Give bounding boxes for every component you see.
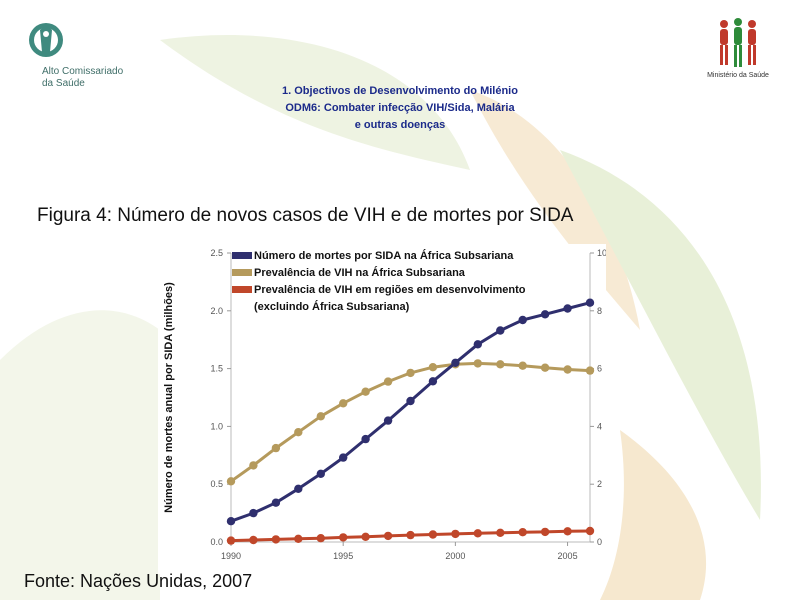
series-1-point <box>226 477 236 486</box>
series-2-point <box>361 532 370 541</box>
series-0-point <box>383 416 393 425</box>
legend-swatch-0 <box>232 252 252 259</box>
series-2-point <box>585 526 595 536</box>
chart-svg: 0.0 0.5 1.0 1.5 2.0 2.5 0 2 4 6 8 10 1990 1995 2000 200… <box>158 244 629 574</box>
series-1-point <box>428 363 438 372</box>
series-0-point <box>496 326 505 335</box>
y-axis-label: Número de mortes anual por SIDA (milhões… <box>163 282 175 513</box>
source-note: Fonte: Nações Unidas, 2007 <box>24 571 253 591</box>
series-2-point <box>428 530 438 539</box>
legend-label-2-line2: (excluindo África Subsariana) <box>254 300 410 313</box>
series-0-point <box>563 304 572 313</box>
series-1-point <box>540 363 550 372</box>
y2-tick-label: 10 <box>597 248 606 258</box>
legend-swatch-1 <box>232 269 252 276</box>
series-2-point <box>563 527 572 536</box>
y2-tick-label: 6 <box>597 364 602 374</box>
series-0-point <box>361 434 370 444</box>
series-0-point <box>339 453 348 462</box>
y2-tick-label: 8 <box>597 306 602 316</box>
logo-left-line1: Alto Comissariado <box>42 66 124 77</box>
series-0-point <box>406 396 415 406</box>
logo-left-line2: da Saúde <box>42 78 85 89</box>
series-0-point <box>428 377 438 386</box>
series-1-point <box>294 428 303 437</box>
series-1-point <box>316 412 325 421</box>
series-1-point <box>496 360 505 369</box>
legend-label-0: Número de mortes por SIDA na África Subs… <box>254 249 514 262</box>
series-0-point <box>518 315 527 325</box>
legend-label-1: Prevalência de VIH na África Subsariana <box>254 266 466 279</box>
header-line-1: 1. Objectivos de Desenvolvimento do Milé… <box>282 85 518 97</box>
header-line-3: e outras doenças <box>354 119 446 131</box>
y2-tick-label: 4 <box>597 421 602 431</box>
series-0-point <box>249 508 258 518</box>
series-0-point <box>473 340 482 349</box>
y-tick-label: 1.5 <box>210 364 223 374</box>
hiv-chart: 0.0 0.5 1.0 1.5 2.0 2.5 0 2 4 6 8 10 1990 1995 2000 200… <box>158 244 629 574</box>
series-2-point <box>249 535 258 545</box>
alto-comissariado-text: Alto Comissariado da Saúde <box>42 66 123 90</box>
series-1-point <box>406 368 415 378</box>
series-2-point <box>271 535 281 544</box>
series-0-point <box>585 298 595 307</box>
x-tick-label: 2005 <box>558 551 578 561</box>
series-0-point <box>271 498 281 507</box>
series-1-point <box>339 399 348 408</box>
series-2-point <box>406 530 415 540</box>
series-0-point <box>316 469 325 478</box>
x-tick-label: 1995 <box>333 551 353 561</box>
y-tick-label: 2.5 <box>210 248 223 258</box>
series-0-point <box>226 517 236 526</box>
legend-swatch-2 <box>232 286 252 293</box>
x-tick-label: 1990 <box>221 551 241 561</box>
y-tick-label: 1.0 <box>210 421 223 431</box>
series-2-point <box>496 528 505 537</box>
series-1-point <box>383 377 393 386</box>
series-1-point <box>271 443 281 453</box>
series-2-point <box>383 531 393 541</box>
legend-label-2: Prevalência de VIH em regiões em desenvo… <box>254 284 526 296</box>
series-0-point <box>451 358 460 367</box>
y2-tick-label: 2 <box>597 479 602 489</box>
slide-header: 1. Objectivos de Desenvolvimento do Milé… <box>230 83 570 134</box>
x-tick-label: 2000 <box>445 551 465 561</box>
series-2-point <box>339 533 348 542</box>
series-1-point <box>563 365 572 374</box>
series-1-point <box>249 461 258 470</box>
series-1-point <box>585 366 595 375</box>
figure-title: Figura 4: Número de novos casos de VIH e… <box>37 205 574 226</box>
y-tick-label: 2.0 <box>210 306 223 316</box>
series-2-point <box>294 534 303 543</box>
series-0-point <box>294 484 303 493</box>
ministerio-saude-logo: Ministério da Saúde <box>688 16 788 86</box>
ministerio-figures-icon <box>720 18 756 67</box>
y2-tick-label: 0 <box>597 537 602 547</box>
series-0-point <box>540 310 550 319</box>
series-1-point <box>518 361 527 370</box>
y-tick-label: 0.5 <box>210 479 223 489</box>
y-tick-label: 0.0 <box>210 537 223 547</box>
series-2-point <box>451 529 460 539</box>
series-2-point <box>316 534 325 543</box>
alto-comissariado-emblem-icon <box>29 23 63 57</box>
series-2-point <box>518 528 527 537</box>
series-2-point <box>473 529 482 538</box>
header-line-2: ODM6: Combater infecção VIH/Sida, Malári… <box>285 102 515 114</box>
series-1-point <box>473 359 482 368</box>
series-2-point <box>540 527 550 537</box>
alto-comissariado-logo: Alto Comissariado da Saúde <box>26 18 156 98</box>
series-2-point <box>226 536 236 545</box>
ministerio-text: Ministério da Saúde <box>707 72 769 79</box>
series-1-point <box>361 387 370 396</box>
